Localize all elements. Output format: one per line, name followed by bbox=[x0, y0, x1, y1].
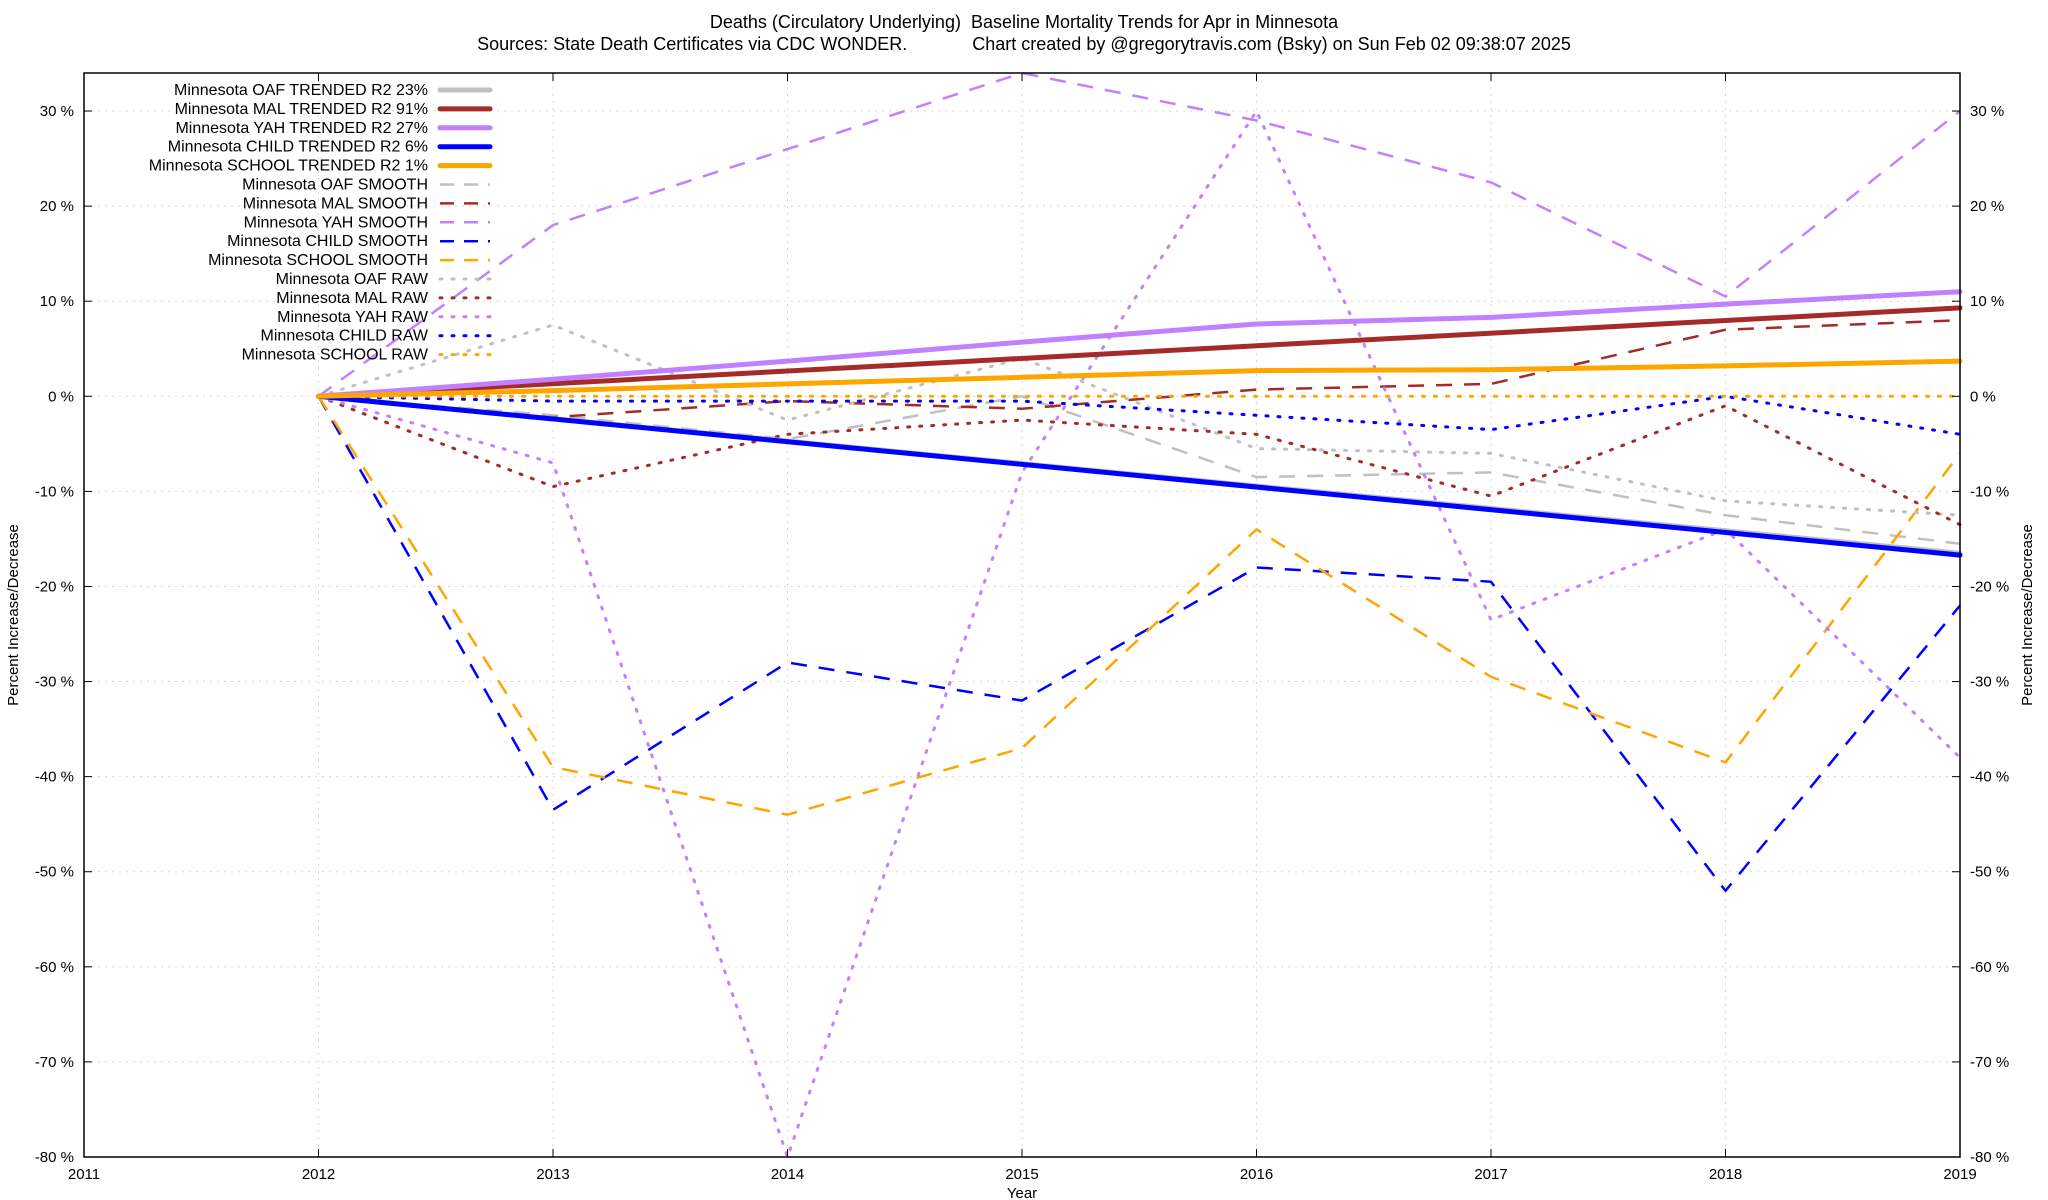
x-tick-label: 2013 bbox=[536, 1166, 569, 1183]
legend-label: Minnesota SCHOOL RAW bbox=[242, 347, 429, 364]
chart-title: Deaths (Circulatory Underlying) Baseline… bbox=[709, 12, 1339, 32]
y2-tick-label: 20 % bbox=[1970, 198, 2004, 215]
y-tick-label: -60 % bbox=[35, 959, 74, 976]
y-tick-label: 10 % bbox=[40, 293, 74, 310]
y2-tick-label: -10 % bbox=[1970, 483, 2009, 500]
y2-axis-label: Percent Increase/Decrease bbox=[2019, 524, 2036, 706]
axis-ticks: 2011 2012 2013 2014 2015 2016 2017 2018 2019-80 … bbox=[35, 73, 2009, 1183]
legend-label: Minnesota MAL SMOOTH bbox=[243, 195, 428, 212]
x-tick-label: 2017 bbox=[1474, 1166, 1507, 1183]
series-line-6 bbox=[318, 318, 1961, 419]
y2-tick-label: -80 % bbox=[1970, 1149, 2009, 1166]
series-line-13 bbox=[317, 394, 1962, 436]
x-tick-label: 2015 bbox=[1005, 1166, 1038, 1183]
chart-subtitle: Sources: State Death Certificates via CD… bbox=[477, 34, 1571, 54]
y-tick-label: -80 % bbox=[35, 1149, 74, 1166]
legend-label: Minnesota OAF SMOOTH bbox=[242, 177, 428, 194]
x-tick-label: 2012 bbox=[302, 1166, 335, 1183]
x-tick-label: 2018 bbox=[1709, 1166, 1742, 1183]
legend-label: Minnesota YAH SMOOTH bbox=[244, 214, 428, 231]
series-line-8 bbox=[317, 395, 1961, 893]
x-tick-label: 2011 bbox=[68, 1166, 100, 1183]
y-tick-label: -50 % bbox=[35, 864, 74, 881]
y-tick-label: -30 % bbox=[35, 674, 74, 691]
series-line-4 bbox=[316, 358, 1963, 399]
series-line-3 bbox=[316, 393, 1963, 558]
y2-tick-label: -20 % bbox=[1970, 578, 2009, 595]
legend-label: Minnesota OAF RAW bbox=[276, 271, 429, 288]
y2-tick-label: 10 % bbox=[1970, 293, 2004, 310]
legend-label: Minnesota SCHOOL TRENDED R2 1% bbox=[149, 158, 428, 175]
series-line-7 bbox=[317, 71, 1961, 398]
series-line-10 bbox=[317, 323, 1962, 517]
y-tick-label: 20 % bbox=[40, 198, 74, 215]
series-line-11 bbox=[317, 394, 1962, 527]
y-tick-label: 30 % bbox=[40, 103, 74, 120]
x-axis-label: Year bbox=[1007, 1185, 1037, 1200]
series-line-1 bbox=[316, 305, 1963, 399]
legend-label: Minnesota CHILD RAW bbox=[261, 328, 429, 345]
series-line-2 bbox=[316, 289, 1963, 399]
y2-tick-label: 0 % bbox=[1970, 388, 1996, 405]
y-tick-label: -10 % bbox=[35, 483, 74, 500]
y2-tick-label: -60 % bbox=[1970, 959, 2009, 976]
legend-label: Minnesota YAH TRENDED R2 27% bbox=[175, 120, 428, 137]
legend-label: Minnesota MAL TRENDED R2 91% bbox=[175, 101, 428, 118]
legend-label: Minnesota OAF TRENDED R2 23% bbox=[174, 82, 428, 99]
y2-tick-label: 30 % bbox=[1970, 103, 2004, 120]
legend-label: Minnesota YAH RAW bbox=[277, 309, 429, 326]
x-tick-label: 2016 bbox=[1240, 1166, 1273, 1183]
legend-label: Minnesota CHILD TRENDED R2 6% bbox=[168, 139, 428, 156]
y-tick-label: 0 % bbox=[48, 388, 74, 405]
plot-series bbox=[316, 71, 1963, 1159]
x-tick-label: 2019 bbox=[1943, 1166, 1976, 1183]
y2-tick-label: -40 % bbox=[1970, 769, 2009, 786]
series-line-9 bbox=[317, 395, 1961, 816]
y2-tick-label: -50 % bbox=[1970, 864, 2009, 881]
y2-tick-label: -30 % bbox=[1970, 674, 2009, 691]
legend: Minnesota OAF TRENDED R2 23% Minnesota MA… bbox=[149, 82, 493, 364]
legend-label: Minnesota SCHOOL SMOOTH bbox=[208, 252, 428, 269]
legend-label: Minnesota CHILD SMOOTH bbox=[227, 233, 428, 250]
y-axis-label: Percent Increase/Decrease bbox=[5, 524, 22, 706]
y2-tick-label: -70 % bbox=[1970, 1054, 2009, 1071]
legend-label: Minnesota MAL RAW bbox=[276, 290, 429, 307]
y-tick-label: -20 % bbox=[35, 578, 74, 595]
y-tick-label: -40 % bbox=[35, 769, 74, 786]
y-tick-label: -70 % bbox=[35, 1054, 74, 1071]
x-tick-label: 2014 bbox=[771, 1166, 804, 1183]
